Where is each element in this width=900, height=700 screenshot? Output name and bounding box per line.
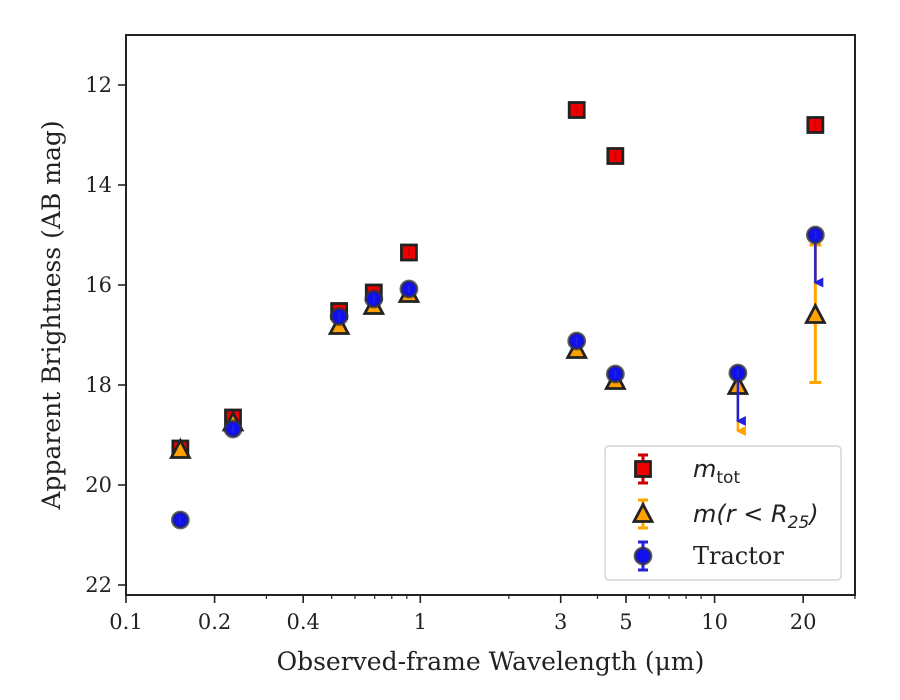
data-marks	[169, 101, 827, 530]
series-triangle	[169, 243, 827, 459]
y-tick-label: 16	[85, 273, 112, 297]
y-tick-label: 14	[85, 173, 112, 197]
series-circle	[170, 225, 825, 530]
x-tick-label: 5	[619, 610, 632, 634]
x-tick-label: 3	[554, 610, 567, 634]
x-tick-label: 0.1	[109, 610, 142, 634]
y-tick-label: 20	[85, 473, 112, 497]
series-square	[171, 101, 825, 458]
x-tick-label: 20	[790, 610, 817, 634]
legend-marker	[633, 546, 653, 566]
legend-label: Tractor	[693, 542, 784, 570]
y-tick-label: 12	[85, 73, 112, 97]
plot-frame	[125, 34, 856, 596]
x-tick-label: 0.4	[286, 610, 319, 634]
legend-marker	[631, 501, 655, 523]
legend-box	[604, 445, 842, 581]
y-tick-label: 18	[85, 373, 112, 397]
x-axis-label: Observed-frame Wavelength (μm)	[277, 647, 705, 676]
x-tick-label: 10	[701, 610, 728, 634]
x-tick-label: 0.2	[198, 610, 231, 634]
legend: mtot m(r < R25) Tractor	[604, 445, 842, 581]
legend-marker	[634, 460, 652, 478]
y-tick-label: 22	[85, 573, 112, 597]
legend-label: m(r < R25)	[693, 500, 819, 533]
y-axis-label: Apparent Brightness (AB mag)	[37, 120, 66, 510]
axis-ticks: 0.1 0.2 0.4 1 3 5 10 20 12 14 16 18 20 22	[85, 73, 856, 634]
legend-label: mtot	[693, 455, 740, 488]
x-tick-label: 1	[414, 610, 427, 634]
